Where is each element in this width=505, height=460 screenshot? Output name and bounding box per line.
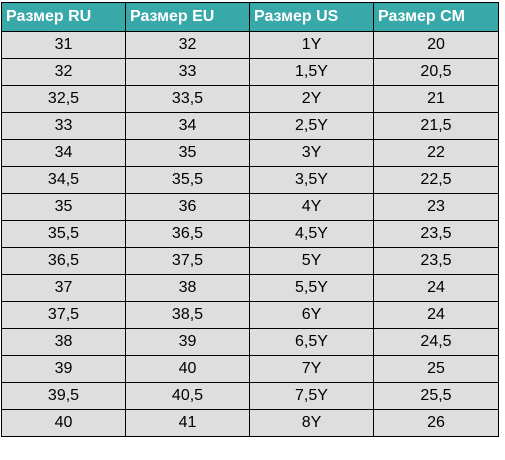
header-size-ru: Размер RU <box>1 2 126 32</box>
cell-size-ru: 34 <box>1 139 126 167</box>
cell-size-ru: 32,5 <box>1 85 126 113</box>
table-row: 33 34 2,5Y 21,5 <box>1 112 499 140</box>
cell-size-ru: 31 <box>1 31 126 59</box>
cell-size-cm: 23 <box>373 193 499 221</box>
header-size-cm: Размер CM <box>373 2 499 32</box>
header-size-us: Размер US <box>249 2 374 32</box>
table-row: 34,5 35,5 3,5Y 22,5 <box>1 166 499 194</box>
cell-size-eu: 35,5 <box>125 166 250 194</box>
cell-size-us: 7,5Y <box>249 382 374 410</box>
cell-size-ru: 35 <box>1 193 126 221</box>
cell-size-cm: 24,5 <box>373 328 499 356</box>
cell-size-us: 6Y <box>249 301 374 329</box>
cell-size-cm: 20,5 <box>373 58 499 86</box>
cell-size-cm: 21 <box>373 85 499 113</box>
cell-size-ru: 33 <box>1 112 126 140</box>
table-row: 31 32 1Y 20 <box>1 31 499 59</box>
cell-size-cm: 24 <box>373 301 499 329</box>
cell-size-ru: 38 <box>1 328 126 356</box>
cell-size-eu: 32 <box>125 31 250 59</box>
cell-size-cm: 21,5 <box>373 112 499 140</box>
header-row: Размер RU Размер EU Размер US Размер CM <box>1 2 499 32</box>
cell-size-ru: 37,5 <box>1 301 126 329</box>
cell-size-cm: 25 <box>373 355 499 383</box>
cell-size-cm: 25,5 <box>373 382 499 410</box>
cell-size-eu: 40 <box>125 355 250 383</box>
cell-size-eu: 36,5 <box>125 220 250 248</box>
cell-size-ru: 36,5 <box>1 247 126 275</box>
table-row: 36,5 37,5 5Y 23,5 <box>1 247 499 275</box>
cell-size-us: 7Y <box>249 355 374 383</box>
cell-size-eu: 36 <box>125 193 250 221</box>
size-chart-table: Размер RU Размер EU Размер US Размер CM … <box>1 2 499 437</box>
cell-size-ru: 34,5 <box>1 166 126 194</box>
table-row: 38 39 6,5Y 24,5 <box>1 328 499 356</box>
cell-size-us: 1Y <box>249 31 374 59</box>
table-row: 34 35 3Y 22 <box>1 139 499 167</box>
cell-size-eu: 34 <box>125 112 250 140</box>
cell-size-us: 2,5Y <box>249 112 374 140</box>
cell-size-ru: 35,5 <box>1 220 126 248</box>
cell-size-ru: 40 <box>1 409 126 437</box>
cell-size-us: 5Y <box>249 247 374 275</box>
cell-size-us: 1,5Y <box>249 58 374 86</box>
table-row: 40 41 8Y 26 <box>1 409 499 437</box>
table-body: 31 32 1Y 20 32 33 1,5Y 20,5 32,5 33,5 2Y 21 33 34 2,5Y… <box>1 31 499 437</box>
cell-size-cm: 23,5 <box>373 220 499 248</box>
cell-size-eu: 35 <box>125 139 250 167</box>
cell-size-us: 4,5Y <box>249 220 374 248</box>
cell-size-eu: 33 <box>125 58 250 86</box>
cell-size-us: 4Y <box>249 193 374 221</box>
table-header: Размер RU Размер EU Размер US Размер CM <box>1 2 499 32</box>
cell-size-cm: 26 <box>373 409 499 437</box>
cell-size-eu: 41 <box>125 409 250 437</box>
header-size-eu: Размер EU <box>125 2 250 32</box>
cell-size-us: 8Y <box>249 409 374 437</box>
cell-size-us: 5,5Y <box>249 274 374 302</box>
cell-size-eu: 38 <box>125 274 250 302</box>
cell-size-eu: 38,5 <box>125 301 250 329</box>
table-row: 37 38 5,5Y 24 <box>1 274 499 302</box>
cell-size-ru: 32 <box>1 58 126 86</box>
cell-size-cm: 20 <box>373 31 499 59</box>
cell-size-ru: 39 <box>1 355 126 383</box>
cell-size-eu: 39 <box>125 328 250 356</box>
table-row: 32,5 33,5 2Y 21 <box>1 85 499 113</box>
cell-size-us: 2Y <box>249 85 374 113</box>
cell-size-us: 6,5Y <box>249 328 374 356</box>
cell-size-us: 3Y <box>249 139 374 167</box>
cell-size-eu: 40,5 <box>125 382 250 410</box>
cell-size-us: 3,5Y <box>249 166 374 194</box>
table-row: 32 33 1,5Y 20,5 <box>1 58 499 86</box>
cell-size-eu: 33,5 <box>125 85 250 113</box>
cell-size-eu: 37,5 <box>125 247 250 275</box>
cell-size-cm: 24 <box>373 274 499 302</box>
cell-size-ru: 39,5 <box>1 382 126 410</box>
cell-size-cm: 23,5 <box>373 247 499 275</box>
table-row: 37,5 38,5 6Y 24 <box>1 301 499 329</box>
table-row: 35,5 36,5 4,5Y 23,5 <box>1 220 499 248</box>
table-row: 39 40 7Y 25 <box>1 355 499 383</box>
cell-size-cm: 22,5 <box>373 166 499 194</box>
table-row: 39,5 40,5 7,5Y 25,5 <box>1 382 499 410</box>
table-row: 35 36 4Y 23 <box>1 193 499 221</box>
cell-size-ru: 37 <box>1 274 126 302</box>
cell-size-cm: 22 <box>373 139 499 167</box>
